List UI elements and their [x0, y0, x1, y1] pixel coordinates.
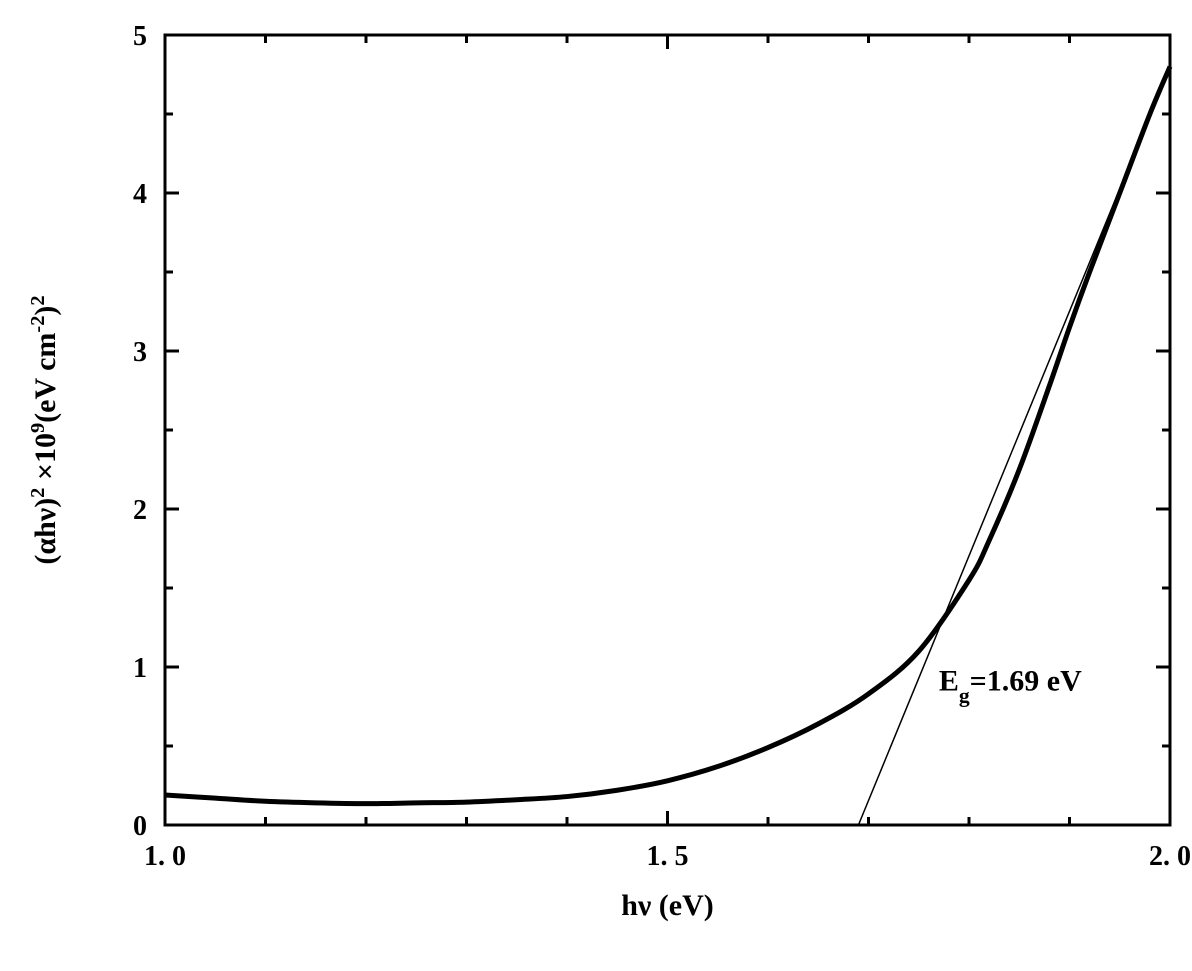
- svg-text:4: 4: [133, 179, 147, 210]
- svg-text:1. 0: 1. 0: [144, 841, 186, 872]
- svg-text:1. 5: 1. 5: [647, 841, 689, 872]
- tauc-plot-chart: 1. 0 1. 5 2. 0 0 1 2 3 4 5 Eg=1.69 eV hν (eV) (…: [0, 0, 1192, 971]
- y-axis-label: (αhν)2 ×109(eV cm-2)2: [27, 295, 62, 564]
- svg-text:1: 1: [133, 653, 147, 684]
- svg-text:5: 5: [133, 21, 147, 52]
- svg-text:3: 3: [133, 337, 147, 368]
- x-axis-label: hν (eV): [621, 889, 714, 922]
- svg-text:0: 0: [133, 811, 147, 842]
- svg-text:2. 0: 2. 0: [1149, 841, 1191, 872]
- plot-border: [165, 35, 1170, 825]
- svg-text:2: 2: [133, 495, 147, 526]
- bandgap-annotation: Eg=1.69 eV: [939, 665, 1082, 708]
- plot-area: 1. 0 1. 5 2. 0 0 1 2 3 4 5 Eg=1.69 eV hν (eV) (…: [27, 21, 1191, 922]
- y-axis-ticks: 0 1 2 3 4 5: [133, 21, 1170, 842]
- x-axis-ticks: 1. 0 1. 5 2. 0: [144, 35, 1191, 872]
